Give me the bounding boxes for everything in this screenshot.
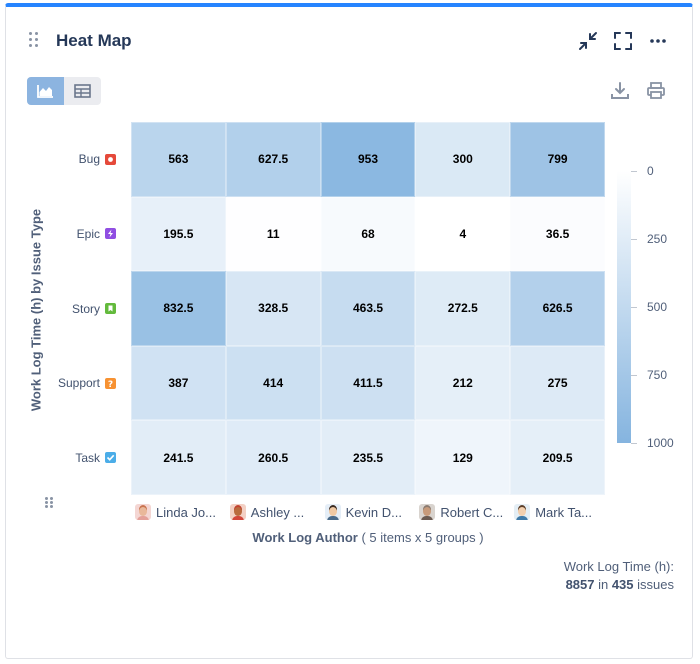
heatmap-cell[interactable]: 4 xyxy=(415,196,511,272)
legend-tick xyxy=(631,171,637,172)
heatmap-cell[interactable]: 11 xyxy=(225,196,321,272)
row-label-support: Support? xyxy=(58,375,116,391)
x-axis-summary: ( 5 items x 5 groups ) xyxy=(357,530,484,545)
column-label: Mark Ta... xyxy=(514,502,592,522)
heatmap-cell[interactable]: 209.5 xyxy=(510,420,605,495)
more-icon[interactable] xyxy=(647,30,669,52)
heatmap-cell[interactable]: 414 xyxy=(225,345,321,421)
legend-label: 500 xyxy=(647,300,668,314)
legend-tick xyxy=(631,375,637,376)
heatmap-cell[interactable]: 832.5 xyxy=(131,271,226,346)
avatar xyxy=(135,504,151,520)
avatar xyxy=(419,504,436,520)
bug-icon xyxy=(105,153,116,165)
legend-tick xyxy=(631,239,637,240)
summary-line: 8857 in 435 issues xyxy=(564,576,674,594)
column-label-text: Robert C... xyxy=(440,504,504,520)
heatmap-cell[interactable]: 241.5 xyxy=(131,420,226,495)
legend-label: 750 xyxy=(647,368,668,382)
heatmap-cell[interactable]: 235.5 xyxy=(320,420,416,495)
heatmap-cell[interactable]: 627.5 xyxy=(225,122,321,197)
support-icon: ? xyxy=(105,377,116,389)
heatmap-cell[interactable]: 953 xyxy=(320,122,416,197)
heatmap-cell[interactable]: 129 xyxy=(415,420,511,495)
column-label-text: Mark Ta... xyxy=(535,504,593,520)
heatmap-cell[interactable]: 212 xyxy=(415,345,511,421)
heatmap-cell[interactable]: 68 xyxy=(320,196,416,272)
heatmap-cell[interactable]: 387 xyxy=(131,345,226,421)
legend-tick xyxy=(631,443,637,444)
heatmap-grid: 563 627.5 953 300 799 195.5 11 68 4 36.5 832.5 328.… xyxy=(131,122,605,495)
area-chart-icon xyxy=(37,85,53,98)
table-view-button[interactable] xyxy=(64,77,101,105)
avatar xyxy=(229,504,246,520)
issue-count: 435 xyxy=(611,577,634,592)
resize-handle-icon[interactable] xyxy=(45,497,53,509)
summary-unit: issues xyxy=(633,577,674,592)
legend-tick xyxy=(631,307,637,308)
heatmap-cell[interactable]: 328.5 xyxy=(225,271,321,346)
fullscreen-icon[interactable] xyxy=(612,30,634,52)
heatmap-cell[interactable]: 799 xyxy=(510,122,605,197)
summary-footer: Work Log Time (h): 8857 in 435 issues xyxy=(564,558,674,594)
gadget-title: Heat Map xyxy=(56,31,132,50)
row-label-text: Story xyxy=(71,301,100,316)
column-label: Ashley ... xyxy=(229,502,305,522)
heatmap-cell[interactable]: 275 xyxy=(510,345,605,421)
row-label-story: Story xyxy=(72,301,116,317)
heatmap-cell[interactable]: 563 xyxy=(131,122,226,197)
y-axis-label: Work Log Time (h) by Issue Type xyxy=(28,208,44,412)
chart-view-button[interactable] xyxy=(27,77,64,105)
row-label-task: Task xyxy=(75,450,116,466)
row-label-bug: Bug xyxy=(79,151,116,167)
epic-icon xyxy=(105,228,116,240)
drag-handle-icon[interactable] xyxy=(29,32,41,48)
x-axis-label: Work Log Author ( 5 items x 5 groups ) xyxy=(131,530,605,545)
column-label-text: Kevin D... xyxy=(345,504,402,520)
color-scale-bar xyxy=(617,171,631,443)
legend-label: 1000 xyxy=(647,436,674,450)
row-label-text: Task xyxy=(75,450,100,465)
heatmap-cell[interactable]: 463.5 xyxy=(320,271,416,346)
table-icon xyxy=(74,84,91,98)
x-axis-title: Work Log Author xyxy=(252,530,358,545)
column-label: Robert C... xyxy=(419,502,503,522)
column-label-text: Ashley ... xyxy=(250,504,305,520)
column-label-text: Linda Jo... xyxy=(156,504,216,520)
heatmap-cell[interactable]: 626.5 xyxy=(510,271,605,346)
print-icon[interactable] xyxy=(645,80,667,102)
row-label-epic: Epic xyxy=(77,226,116,242)
heatmap-cell[interactable]: 195.5 xyxy=(131,196,226,272)
column-label: Linda Jo... xyxy=(135,502,216,522)
heatmap-cell[interactable]: 260.5 xyxy=(225,420,321,495)
story-icon xyxy=(105,303,116,314)
task-icon xyxy=(105,452,116,464)
row-label-text: Bug xyxy=(78,152,100,167)
legend-label: 0 xyxy=(647,164,654,178)
row-label-text: Epic xyxy=(76,226,100,241)
avatar xyxy=(514,504,531,520)
heatmap-cell[interactable]: 411.5 xyxy=(320,345,416,421)
row-label-text: Support xyxy=(57,376,100,391)
summary-in: in xyxy=(594,577,612,592)
svg-text:?: ? xyxy=(108,380,113,389)
legend-label: 250 xyxy=(647,232,668,246)
collapse-icon[interactable] xyxy=(577,30,599,52)
column-label: Kevin D... xyxy=(324,502,402,522)
heatmap-cell[interactable]: 36.5 xyxy=(510,196,605,272)
download-icon[interactable] xyxy=(609,80,631,102)
heatmap-cell[interactable]: 300 xyxy=(415,122,511,197)
heatmap-cell[interactable]: 272.5 xyxy=(415,271,511,346)
total-hours: 8857 xyxy=(565,577,595,592)
summary-label: Work Log Time (h): xyxy=(563,559,674,574)
avatar xyxy=(324,504,341,520)
view-toggle xyxy=(27,77,101,105)
